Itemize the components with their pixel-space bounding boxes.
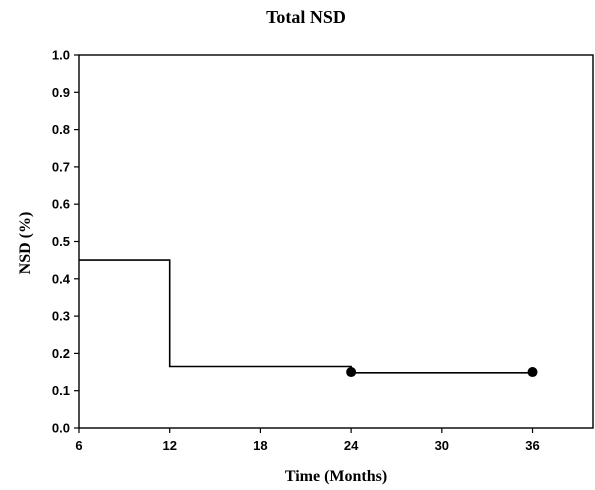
y-tick-label: 0.0	[52, 421, 70, 436]
x-tick-label: 24	[344, 438, 359, 453]
x-tick-label: 30	[435, 438, 449, 453]
y-tick-label: 1.0	[52, 48, 70, 63]
y-tick-label: 0.6	[52, 197, 70, 212]
y-axis-ticks: 0.0 0.1 0.2 0.3 0.4 0.5 0.6 0.7 0.8 0.9 1.0	[52, 48, 79, 436]
y-tick-label: 0.8	[52, 122, 70, 137]
series-step-line	[79, 259, 533, 374]
data-point-marker	[527, 367, 538, 378]
chart-title: Total NSD	[266, 7, 346, 27]
y-tick-label: 0.4	[52, 271, 71, 286]
y-tick-label: 0.2	[52, 346, 70, 361]
y-tick-label: 0.5	[52, 234, 70, 249]
x-tick-label: 36	[525, 438, 539, 453]
y-tick-label: 0.7	[52, 159, 70, 174]
x-axis-label: Time (Months)	[285, 468, 387, 485]
y-tick-label: 0.3	[52, 309, 70, 324]
x-tick-label: 18	[253, 438, 267, 453]
y-axis-label: NSD (%)	[17, 212, 34, 275]
y-tick-label: 0.9	[52, 85, 70, 100]
x-tick-label: 12	[162, 438, 176, 453]
x-tick-label: 6	[75, 438, 82, 453]
series-layer	[79, 259, 538, 378]
data-point-marker	[346, 367, 357, 378]
y-tick-label: 0.1	[52, 383, 70, 398]
x-axis-ticks: 6 12 18 24 30 36	[75, 428, 540, 453]
